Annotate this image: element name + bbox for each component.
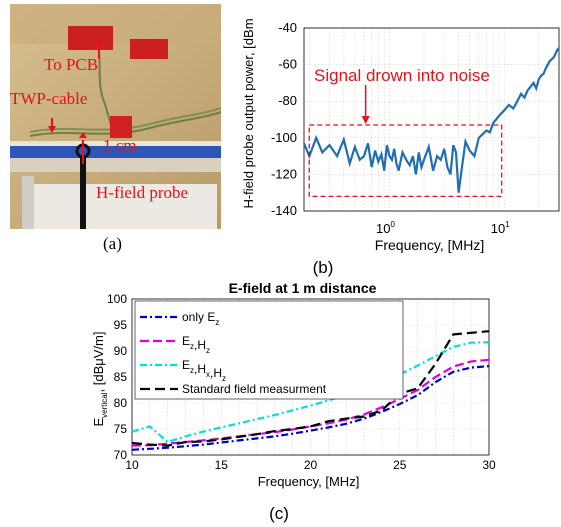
- y-tick-label: 95: [114, 318, 128, 332]
- noise-region-box: [308, 124, 503, 198]
- x-tick-label: 25: [393, 458, 407, 472]
- y-tick-label: 100: [107, 292, 127, 306]
- h-field-probe-label: H-field probe: [96, 183, 189, 202]
- y-tick-label: 85: [114, 370, 128, 384]
- y-tick-label: 90: [114, 344, 128, 358]
- grid-b: [304, 27, 559, 212]
- plot-frame-b: [303, 27, 560, 212]
- legend-subscript: z: [190, 342, 194, 351]
- series-line-4: [131, 330, 490, 447]
- y-tick-label: -60: [278, 57, 297, 72]
- y-tick-label: -120: [271, 166, 297, 181]
- to-pcb-label: To PCB: [44, 55, 99, 74]
- legend-text: E: [182, 358, 190, 372]
- y-tick-label: -80: [278, 93, 297, 108]
- e-field-chart: E-field at 1 m distance 70 75 80 85 90 95 100 10…: [91, 280, 496, 523]
- x-axis-label: Frequency, [MHz]: [375, 237, 484, 253]
- y-axis-label: H-field probe output power, [dBm: [241, 18, 256, 208]
- chart-title: E-field at 1 m distance: [229, 280, 377, 296]
- series-line: [302, 47, 560, 193]
- y-tick-label: 70: [114, 448, 128, 462]
- probe-setup-photo: To PCB TWP-cable 1 cm H-field probe: [10, 4, 221, 229]
- legend-text: E: [182, 334, 190, 348]
- distance-label: 1 cm: [103, 136, 137, 155]
- x-tick-label: 101: [491, 220, 510, 236]
- legend-label: Ez,Hz: [182, 334, 210, 355]
- annotation-arrow-head: [361, 115, 370, 124]
- y-tick-label: -40: [278, 20, 297, 35]
- y-axis-label: Evertical, [dBμV/m]: [91, 332, 109, 427]
- legend-label: Ez,Hx,Hz: [182, 358, 226, 383]
- y-axis-label-unit: , [dBμV/m]: [91, 332, 106, 393]
- x-tick-exponent: 1: [505, 220, 510, 229]
- series-line-3: [131, 341, 490, 444]
- legend-text: Standard field measurment: [182, 382, 327, 396]
- x-tick-label: 30: [482, 458, 496, 472]
- x-tick-label: 20: [304, 458, 318, 472]
- x-tick-exponent: 0: [390, 220, 395, 229]
- x-tick-base: 10: [491, 221, 505, 236]
- legend-text: ,H: [210, 366, 222, 380]
- legend-box: [134, 300, 404, 400]
- y-axis-label-base: E: [91, 417, 106, 426]
- legend-label: only Ez: [182, 310, 219, 327]
- plot-frame-c: [131, 298, 490, 456]
- legend-text: only E: [182, 310, 215, 324]
- legend-subscript: z: [215, 318, 219, 327]
- caption-b: (b): [313, 258, 334, 277]
- x-tick-label: 15: [215, 458, 229, 472]
- legend-subscript: x: [206, 370, 210, 379]
- y-tick-label: -140: [271, 203, 297, 218]
- y-tick-label: 80: [114, 396, 128, 410]
- x-tick-label: 100: [376, 220, 395, 236]
- caption-a: (a): [103, 234, 122, 253]
- legend-subscript: z: [222, 374, 226, 383]
- y-axis-label-subscript: vertical: [100, 392, 109, 418]
- legend-text: ,H: [194, 338, 206, 352]
- y-tick-label: -100: [271, 130, 297, 145]
- x-axis-label: Frequency, [MHz]: [258, 474, 360, 489]
- annotation-text: Signal drown into noise: [314, 66, 490, 85]
- legend-subscript: z: [206, 346, 210, 355]
- legend-subscript: z: [190, 366, 194, 375]
- legend-label: Standard field measurment: [182, 382, 327, 396]
- caption-c: (c): [269, 504, 289, 523]
- x-tick-label: 10: [125, 458, 139, 472]
- x-tick-base: 10: [376, 221, 390, 236]
- twp-cable-label: TWP-cable: [10, 89, 88, 108]
- legend-text: ,H: [194, 362, 206, 376]
- probe-setup-illustration: [10, 4, 221, 229]
- y-tick-label: 75: [114, 422, 128, 436]
